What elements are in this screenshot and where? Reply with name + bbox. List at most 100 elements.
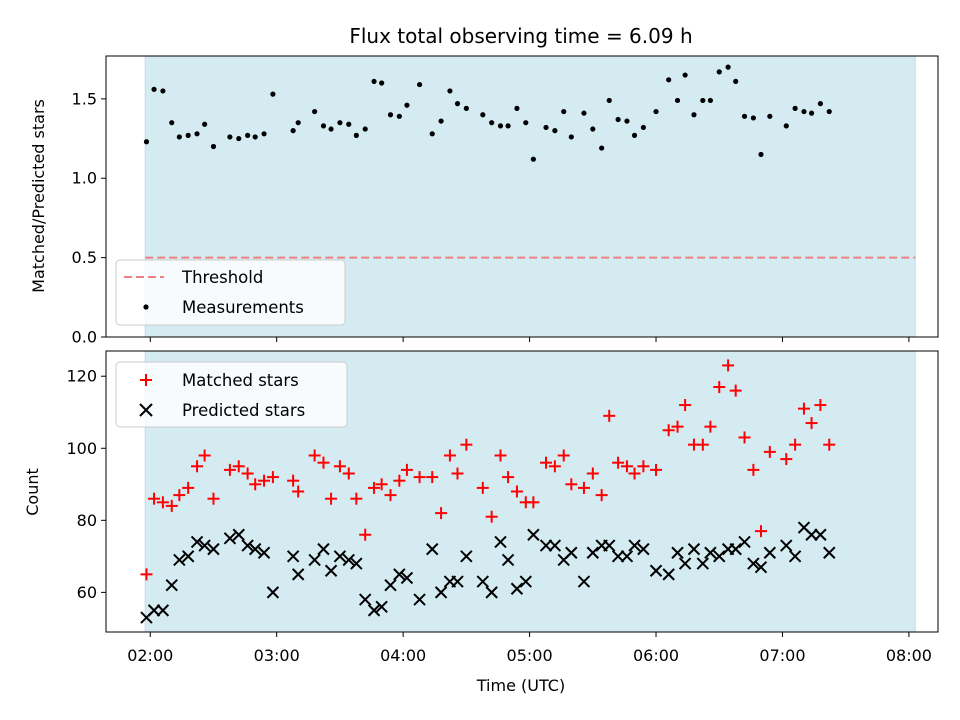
matched-star-point	[637, 460, 650, 473]
measurement-point	[387, 112, 394, 118]
matched-star-point	[232, 460, 245, 473]
matched-star-point	[763, 445, 776, 458]
predicted-star-point	[577, 575, 591, 588]
predicted-star-point	[384, 578, 397, 592]
matched-star-point	[754, 525, 767, 538]
y-tick-label: 1.5	[72, 89, 97, 108]
predicted-star-point	[763, 546, 777, 559]
measurement-point	[530, 156, 536, 162]
measurement-point	[416, 81, 423, 88]
predicted-star-point	[687, 542, 701, 556]
predicted-star-point	[198, 539, 211, 552]
measurement-point	[151, 86, 157, 92]
measurement-point	[707, 97, 714, 104]
matched-star-point	[595, 489, 608, 502]
matched-star-point	[317, 456, 330, 469]
x-tick-label: 02:00	[127, 646, 173, 665]
measurement-point	[295, 120, 301, 126]
matched-legend-swatch	[140, 374, 152, 386]
predicted-star-point	[628, 539, 641, 552]
measurement-point	[252, 134, 258, 140]
matched-star-point	[577, 481, 590, 494]
matched-star-point	[557, 449, 570, 462]
predicted-star-point	[814, 528, 827, 541]
matched-star-point	[400, 463, 413, 476]
predicted-star-point	[611, 550, 625, 563]
top-panel: 0.0 0.5 1.0 1.5 Matched/Predicted stars Thr…	[29, 55, 939, 347]
measurement-point	[463, 105, 469, 111]
predicted-star-point	[460, 550, 473, 563]
matched-legend-label: Matched stars	[182, 371, 299, 390]
bottom-y-axis: 60 80 100 120	[66, 367, 106, 602]
matched-star-point	[359, 528, 372, 541]
measurement-point	[290, 128, 296, 134]
matched-star-point	[207, 492, 220, 505]
predicted-star-point	[223, 532, 237, 545]
measurement-point	[561, 108, 567, 115]
measurement-point	[552, 128, 558, 134]
predicted-star-point	[257, 546, 271, 559]
measurement-point	[489, 120, 495, 126]
predicted-star-point	[565, 546, 578, 559]
predicted-star-point	[501, 553, 515, 567]
predicted-star-point	[539, 539, 553, 552]
measurement-point	[497, 123, 504, 129]
predicted-star-point	[620, 550, 634, 563]
matched-star-point	[148, 492, 161, 505]
predicted-star-point	[308, 553, 321, 567]
matched-star-point	[823, 438, 836, 451]
matched-star-point	[266, 471, 279, 484]
predicted-star-point	[451, 575, 464, 588]
measurement-point	[758, 151, 764, 158]
matched-star-point	[191, 460, 204, 473]
measurements-legend-swatch	[143, 304, 149, 310]
top-x-ticks	[149, 337, 910, 342]
top-legend: Threshold Measurements	[115, 259, 346, 326]
matched-star-point	[789, 438, 802, 451]
measurement-point	[328, 126, 334, 132]
measurement-point	[210, 143, 217, 150]
matched-star-point	[620, 460, 633, 473]
measurement-point	[429, 131, 435, 137]
measurement-point	[245, 132, 251, 138]
matched-star-point	[140, 568, 153, 581]
bottom-legend-box	[115, 361, 348, 428]
matched-star-point	[350, 492, 363, 505]
predicted-star-point	[375, 600, 388, 613]
predicted-star-point	[678, 557, 692, 570]
measurement-point	[700, 97, 706, 104]
predicted-star-point	[241, 539, 254, 552]
matched-star-point	[460, 438, 473, 451]
measurement-point	[741, 113, 748, 119]
y-tick-label: 0.0	[72, 328, 97, 347]
measurement-point	[725, 64, 731, 70]
predicted-star-point	[165, 578, 178, 592]
matched-star-point	[797, 402, 810, 415]
matched-star-point	[325, 492, 338, 505]
measurement-point	[523, 120, 529, 126]
bottom-axes-frame	[105, 350, 939, 633]
x-tick-label: 04:00	[380, 646, 426, 665]
predicted-star-point	[510, 582, 524, 595]
matched-star-point	[510, 485, 523, 498]
predicted-star-point	[350, 557, 363, 570]
matched-star-point	[292, 485, 305, 498]
measurement-point	[312, 108, 318, 115]
measurement-point	[379, 80, 385, 86]
matched-star-point	[502, 471, 515, 484]
measurement-point	[236, 135, 242, 142]
top-axes-frame	[105, 55, 939, 338]
measurement-point	[606, 97, 612, 104]
predicted-star-point	[400, 571, 414, 585]
top-y-axis: 0.0 0.5 1.0 1.5	[72, 89, 106, 347]
measurement-point	[682, 72, 688, 78]
matched-star-point	[494, 449, 507, 462]
measurement-point	[733, 78, 739, 85]
measurement-point	[169, 120, 175, 126]
predicted-star-point	[485, 586, 498, 599]
matched-star-point	[156, 496, 169, 509]
matched-star-point	[780, 453, 793, 466]
top-legend-box	[115, 259, 346, 326]
predicted-star-point	[747, 557, 760, 570]
matched-star-point	[671, 420, 684, 433]
